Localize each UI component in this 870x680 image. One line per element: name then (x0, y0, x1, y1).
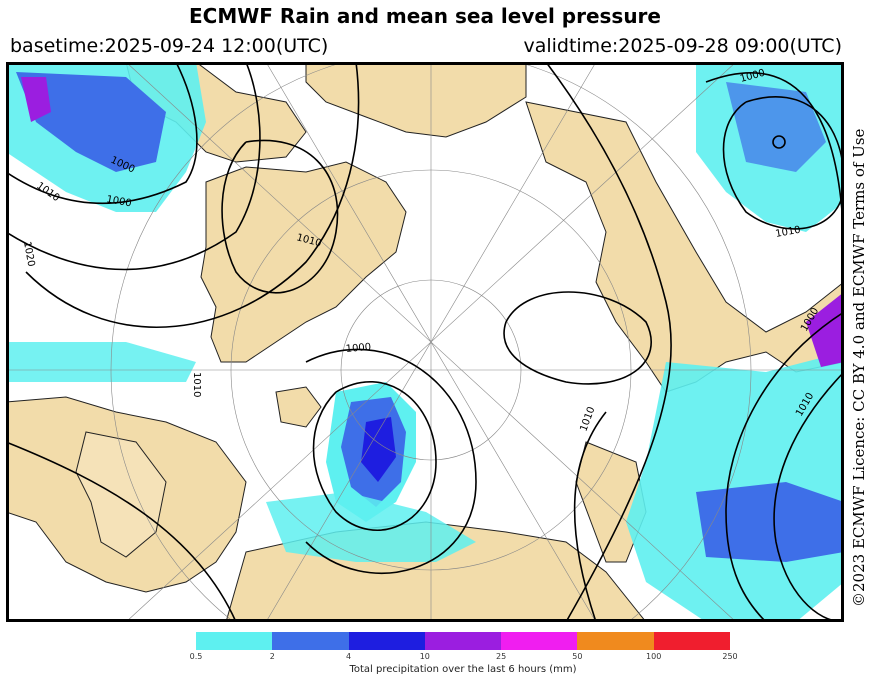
isobar-line (573, 411, 607, 623)
isobar-line (705, 72, 845, 263)
isobar-line (221, 139, 339, 294)
isobar-line (5, 61, 198, 205)
siberia-landmass (525, 101, 845, 393)
licence-text: ©2023 ECMWF Licence: CC BY 4.0 and ECMWF… (850, 128, 868, 607)
arctic-islands-north (305, 61, 527, 138)
isobar-line (5, 61, 261, 271)
meridian-line (265, 61, 597, 623)
legend-tick: 4 (346, 652, 352, 661)
legend-tick: 250 (722, 652, 738, 661)
isobar-label: 1000 (345, 342, 371, 355)
land-layer (5, 61, 845, 623)
licence-text-column: ©2023 ECMWF Licence: CC BY 4.0 and ECMWF… (849, 62, 869, 622)
low-pressure-center (772, 135, 786, 149)
legend-swatch (653, 632, 730, 650)
isobar-line (725, 311, 845, 623)
precip-east-core (806, 292, 844, 367)
legend-swatch (577, 632, 654, 650)
isobar-line (503, 291, 652, 385)
legend-swatch (348, 632, 425, 650)
precipitation-legend (196, 632, 730, 652)
isobar-line (545, 61, 672, 623)
map-frame (6, 62, 844, 622)
isobar-line (312, 381, 437, 531)
legend-tick: 0.5 (189, 652, 203, 661)
legend-tick: 25 (496, 652, 507, 661)
isobar-layer (5, 61, 845, 623)
weather-map: 1000 1010 1000 1010 1020 1010 1000 1010 … (5, 49, 845, 680)
precip-southwest-band (6, 342, 196, 382)
legend-swatch (424, 632, 502, 650)
map-title: ECMWF Rain and mean sea level pressure (189, 4, 661, 28)
graticule-layer (6, 49, 844, 680)
isobar-label: 1010 (775, 225, 802, 240)
legend-tick: 50 (572, 652, 583, 661)
svalbard-island (275, 386, 322, 428)
isobar-label: 1000 (105, 194, 132, 209)
isobar-line (25, 61, 360, 329)
greenland-landmass (200, 161, 407, 363)
isobar-label: 1010 (191, 372, 202, 397)
precip-bottom-band (266, 492, 476, 562)
legend-tick: 10 (419, 652, 430, 661)
legend-title: Total precipitation over the last 6 hour… (349, 664, 577, 675)
precip-northeast-heavy (726, 82, 826, 172)
legend-swatch (501, 632, 578, 650)
alaska-landmass (575, 441, 647, 563)
legend-swatch (196, 632, 273, 650)
precip-northwest-core (21, 77, 51, 122)
basetime-label: basetime:2025-09-24 12:00(UTC) (10, 35, 329, 57)
legend-tick: 100 (646, 652, 662, 661)
precip-central-low-core (361, 417, 396, 482)
isobar-line (5, 441, 237, 623)
isobar-line (773, 371, 845, 623)
validtime-label: validtime:2025-09-28 09:00(UTC) (523, 35, 842, 57)
isobar-line (305, 348, 477, 575)
legend-tick: 2 (269, 652, 275, 661)
legend-ticks: 0.5 2 4 10 25 50 100 250 (190, 652, 738, 664)
scandinavia-landmass (75, 431, 167, 558)
isobar-label: 1020 (21, 241, 36, 268)
precip-east-heavy (696, 482, 844, 562)
precip-northwest-heavy (16, 72, 166, 172)
legend-swatch (272, 632, 349, 650)
